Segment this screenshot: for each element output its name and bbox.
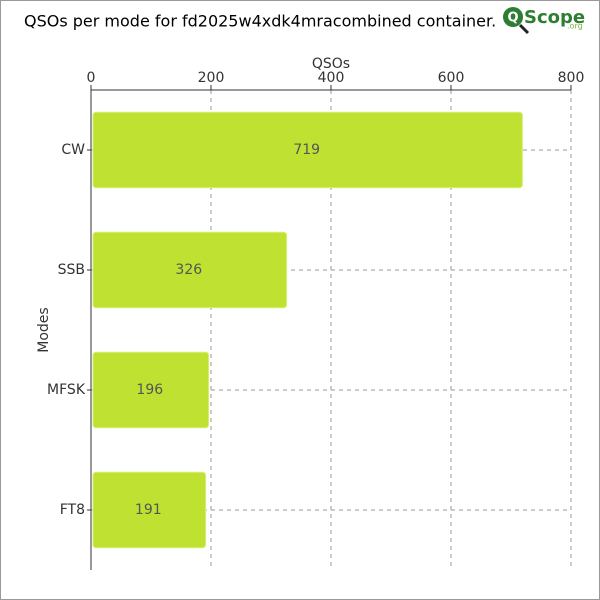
- logo-q: Q: [507, 11, 518, 26]
- logo-text: Scope: [524, 7, 585, 28]
- chart-title: QSOs per mode for fd2025w4xdk4mracombine…: [24, 12, 496, 31]
- y-tick-label: CW: [61, 142, 85, 158]
- bar: [92, 471, 207, 549]
- logo: Q Scope .org: [503, 7, 585, 35]
- value-label: 719: [293, 142, 320, 158]
- bar: [92, 231, 288, 309]
- x-axis-label: QSOs: [312, 56, 350, 72]
- bar: [92, 111, 523, 189]
- value-label: 326: [175, 262, 202, 278]
- x-tick-label: 400: [318, 70, 345, 86]
- value-label: 191: [135, 502, 162, 518]
- logo-suffix: .org: [567, 22, 583, 31]
- logo-handle: [518, 23, 530, 35]
- bar: [92, 351, 210, 429]
- x-tick-label: 200: [198, 70, 225, 86]
- x-tick-label: 800: [558, 70, 585, 86]
- logo-icon: [503, 7, 523, 27]
- value-label: 196: [136, 382, 163, 398]
- y-tick-label: SSB: [58, 262, 85, 278]
- x-tick-label: 600: [438, 70, 465, 86]
- y-axis-label: Modes: [36, 307, 52, 352]
- x-tick-label: 0: [87, 70, 96, 86]
- y-tick-label: FT8: [60, 502, 85, 518]
- y-tick-label: MFSK: [47, 382, 86, 398]
